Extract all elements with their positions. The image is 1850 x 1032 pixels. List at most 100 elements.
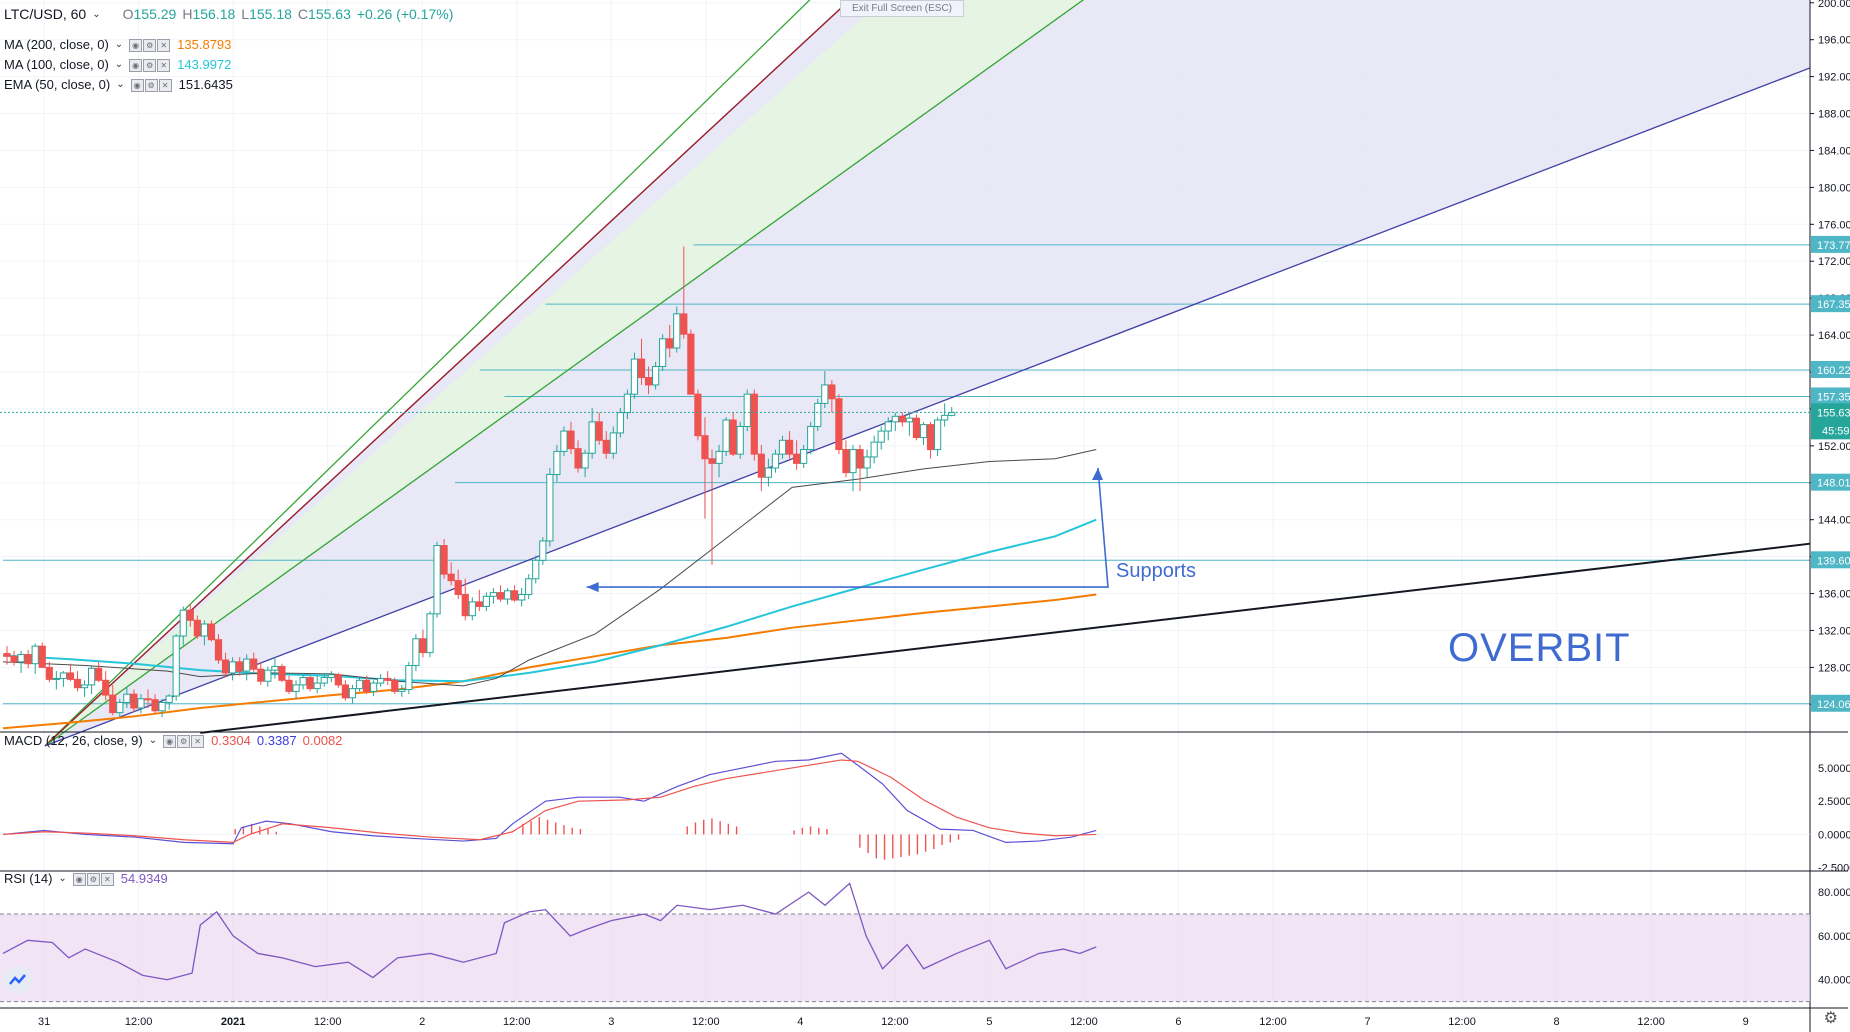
candle-body — [320, 677, 328, 684]
candle-body — [271, 665, 279, 671]
chevron-down-icon[interactable]: ⌄ — [114, 38, 124, 50]
time-tick-label: 8 — [1554, 1016, 1560, 1028]
candle-body — [468, 601, 476, 617]
chart-settings-icon[interactable]: ⚙ — [1823, 1010, 1838, 1027]
candle-body — [525, 578, 533, 595]
close-icon[interactable]: ✕ — [158, 79, 172, 92]
candle-body — [743, 393, 751, 427]
candle-body — [736, 425, 744, 455]
candle-body — [496, 592, 505, 600]
time-tick-label: 31 — [38, 1016, 50, 1028]
settings-icon[interactable]: ⚙ — [177, 735, 191, 748]
candle-body — [88, 667, 96, 686]
candle-body — [193, 619, 201, 637]
high-value: 156.18 — [192, 6, 236, 22]
close-icon[interactable]: ✕ — [100, 873, 114, 886]
price-level-label: 148.01 — [1817, 478, 1850, 490]
price-label-box — [1811, 360, 1850, 378]
candle-body — [214, 639, 223, 661]
trendline-long — [200, 542, 1811, 734]
candle-body — [341, 684, 349, 699]
candle-body — [652, 365, 660, 386]
candle-body — [59, 672, 67, 679]
candle-body — [370, 682, 378, 692]
candle-body — [567, 430, 575, 450]
tradingview-logo-icon[interactable] — [4, 966, 32, 994]
settings-icon[interactable]: ⚙ — [144, 79, 158, 92]
indicator-legend-ma100[interactable]: MA (100, close, 0) ⌄ ◉ ⚙ ✕ 143.9972 — [4, 56, 232, 72]
candle-body — [898, 415, 906, 423]
candle-body — [863, 456, 871, 469]
candle-body — [377, 677, 385, 684]
ma-line-1 — [2, 518, 1097, 683]
candle-body — [750, 393, 758, 455]
price-tick-label: 188.00 — [1818, 109, 1850, 121]
eye-icon[interactable]: ◉ — [163, 735, 177, 748]
price-label-box — [1811, 694, 1850, 712]
candle-body — [659, 338, 667, 367]
candle-body — [884, 421, 892, 432]
candle-body — [644, 377, 653, 386]
candle-body — [447, 573, 455, 582]
candle-body — [856, 449, 864, 469]
symbol-legend: LTC/USD, 60 ⌄ O155.29 H156.18 L155.18 C1… — [4, 6, 454, 22]
close-icon[interactable]: ✕ — [157, 39, 171, 52]
candle-body — [715, 450, 723, 464]
indicator-legend-ema50[interactable]: EMA (50, close, 0) ⌄ ◉ ⚙ ✕ 151.6435 — [4, 76, 233, 92]
candle-body — [116, 701, 124, 714]
candle-body — [905, 417, 913, 423]
macd-tick-label: 2.5000 — [1818, 796, 1850, 808]
rsi-line — [2, 882, 1097, 981]
price-level-label: 173.77 — [1817, 240, 1850, 252]
candle-body — [785, 439, 794, 455]
indicator-legend-ma200[interactable]: MA (200, close, 0) ⌄ ◉ ⚙ ✕ 135.8793 — [4, 36, 232, 52]
time-tick-label: 6 — [1175, 1016, 1181, 1028]
time-tick-label: 9 — [1743, 1016, 1749, 1028]
settings-icon[interactable]: ⚙ — [143, 59, 157, 72]
chevron-down-icon[interactable]: ⌄ — [116, 78, 125, 90]
candle-body — [722, 419, 730, 452]
candle-body — [560, 430, 568, 452]
candle-body — [250, 658, 258, 670]
indicator-value: 151.6435 — [178, 76, 233, 92]
candle-body — [292, 684, 300, 692]
close-icon[interactable]: ✕ — [157, 59, 171, 72]
candle-body — [637, 358, 646, 379]
candle-body — [66, 672, 75, 680]
price-label-box — [1811, 473, 1850, 491]
candle-body — [278, 665, 286, 681]
candle-body — [186, 609, 194, 621]
exit-fullscreen-tooltip[interactable]: Exit Full Screen (ESC) — [840, 0, 964, 17]
candle-body — [461, 593, 469, 617]
eye-icon[interactable]: ◉ — [129, 59, 143, 72]
settings-icon[interactable]: ⚙ — [86, 873, 100, 886]
candle-body — [440, 545, 448, 575]
candle-body — [475, 601, 483, 607]
eye-icon[interactable]: ◉ — [129, 39, 143, 52]
open-value: 155.29 — [133, 6, 177, 22]
candle-body — [532, 559, 540, 580]
eye-icon[interactable]: ◉ — [72, 873, 86, 886]
settings-icon[interactable]: ⚙ — [143, 39, 157, 52]
chevron-down-icon[interactable]: ⌄ — [114, 58, 124, 70]
price-tick-label: 176.00 — [1818, 219, 1850, 231]
price-tick-label: 196.00 — [1818, 35, 1850, 47]
price-level-label: 157.35 — [1817, 391, 1850, 403]
candle-body — [243, 658, 251, 672]
price-tick-label: 136.00 — [1818, 589, 1850, 601]
symbol-title[interactable]: LTC/USD, 60 — [4, 6, 87, 22]
eye-icon[interactable]: ◉ — [130, 79, 144, 92]
chevron-down-icon[interactable]: ⌄ — [148, 734, 158, 746]
candle-body — [941, 414, 949, 421]
time-tick-label: 2 — [419, 1016, 425, 1028]
candle-body — [595, 421, 603, 441]
rsi-legend[interactable]: RSI (14) ⌄ ◉ ⚙ ✕ 54.9349 — [4, 870, 168, 886]
candle-body — [673, 313, 681, 349]
candle-body — [503, 590, 512, 600]
close-icon[interactable]: ✕ — [191, 735, 205, 748]
macd-legend[interactable]: MACD (12, 26, close, 9) ⌄ ◉ ⚙ ✕ 0.3304 0.3… — [4, 732, 343, 748]
chevron-down-icon[interactable]: ⌄ — [92, 8, 101, 20]
chevron-down-icon[interactable]: ⌄ — [58, 872, 67, 884]
fan-ray-1 — [44, 0, 811, 747]
